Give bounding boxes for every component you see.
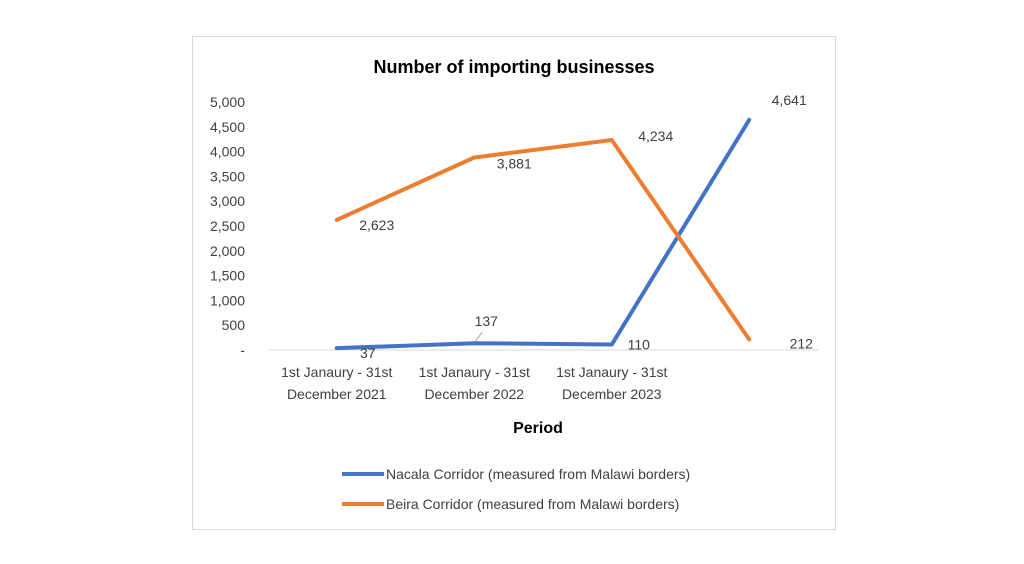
data-labels: 37 137 110 4,641 2,623 3,881 4,234 212: [359, 92, 813, 361]
chart-area: [192, 36, 836, 530]
y-tick-label: 4,500: [210, 119, 245, 135]
x-axis-title: Period: [513, 420, 563, 437]
y-tick-label: 3,500: [210, 168, 245, 184]
y-tick-label: 5,000: [210, 94, 245, 110]
chart-title: Number of importing businesses: [373, 57, 654, 77]
x-tick-label: 1st Janaury - 31st: [281, 364, 392, 380]
y-tick-label: -: [240, 342, 245, 358]
beira-series-line: [334, 137, 752, 342]
y-axis: - 500 1,000 1,500 2,000 2,500 3,000 3,500 4,000 4…: [210, 94, 245, 358]
y-tick-label: 1,000: [210, 292, 245, 308]
y-tick-label: 1,500: [210, 268, 245, 284]
y-tick-label: 3,000: [210, 193, 245, 209]
data-label: 110: [628, 337, 651, 353]
data-label: 4,641: [772, 92, 807, 108]
data-label: 2,623: [359, 217, 394, 233]
x-tick-label: 1st Janaury - 31st: [419, 364, 530, 380]
data-label-leader: [474, 331, 483, 342]
legend-entry: Nacala Corridor (measured from Malawi bo…: [386, 466, 690, 482]
x-axis: 1st Janaury - 31st December 2021 1st Janau…: [281, 364, 667, 402]
legend: Nacala Corridor (measured from Malawi bo…: [342, 466, 690, 512]
x-tick-label: December 2023: [562, 386, 662, 402]
nacala-series-line: [334, 117, 752, 351]
y-tick-label: 4,000: [210, 144, 245, 160]
series-group: [334, 117, 752, 351]
data-label: 37: [360, 345, 376, 361]
x-tick-label: December 2022: [424, 386, 524, 402]
x-tick-label: 1st Janaury - 31st: [556, 364, 667, 380]
data-label: 137: [475, 313, 499, 329]
data-label: 3,881: [497, 156, 532, 172]
data-label: 4,234: [638, 128, 673, 144]
y-tick-label: 2,000: [210, 243, 245, 259]
y-tick-label: 500: [222, 317, 246, 333]
data-label: 212: [790, 335, 814, 351]
x-tick-label: December 2021: [287, 386, 387, 402]
y-tick-label: 2,500: [210, 218, 245, 234]
legend-entry: Beira Corridor (measured from Malawi bor…: [386, 496, 679, 512]
